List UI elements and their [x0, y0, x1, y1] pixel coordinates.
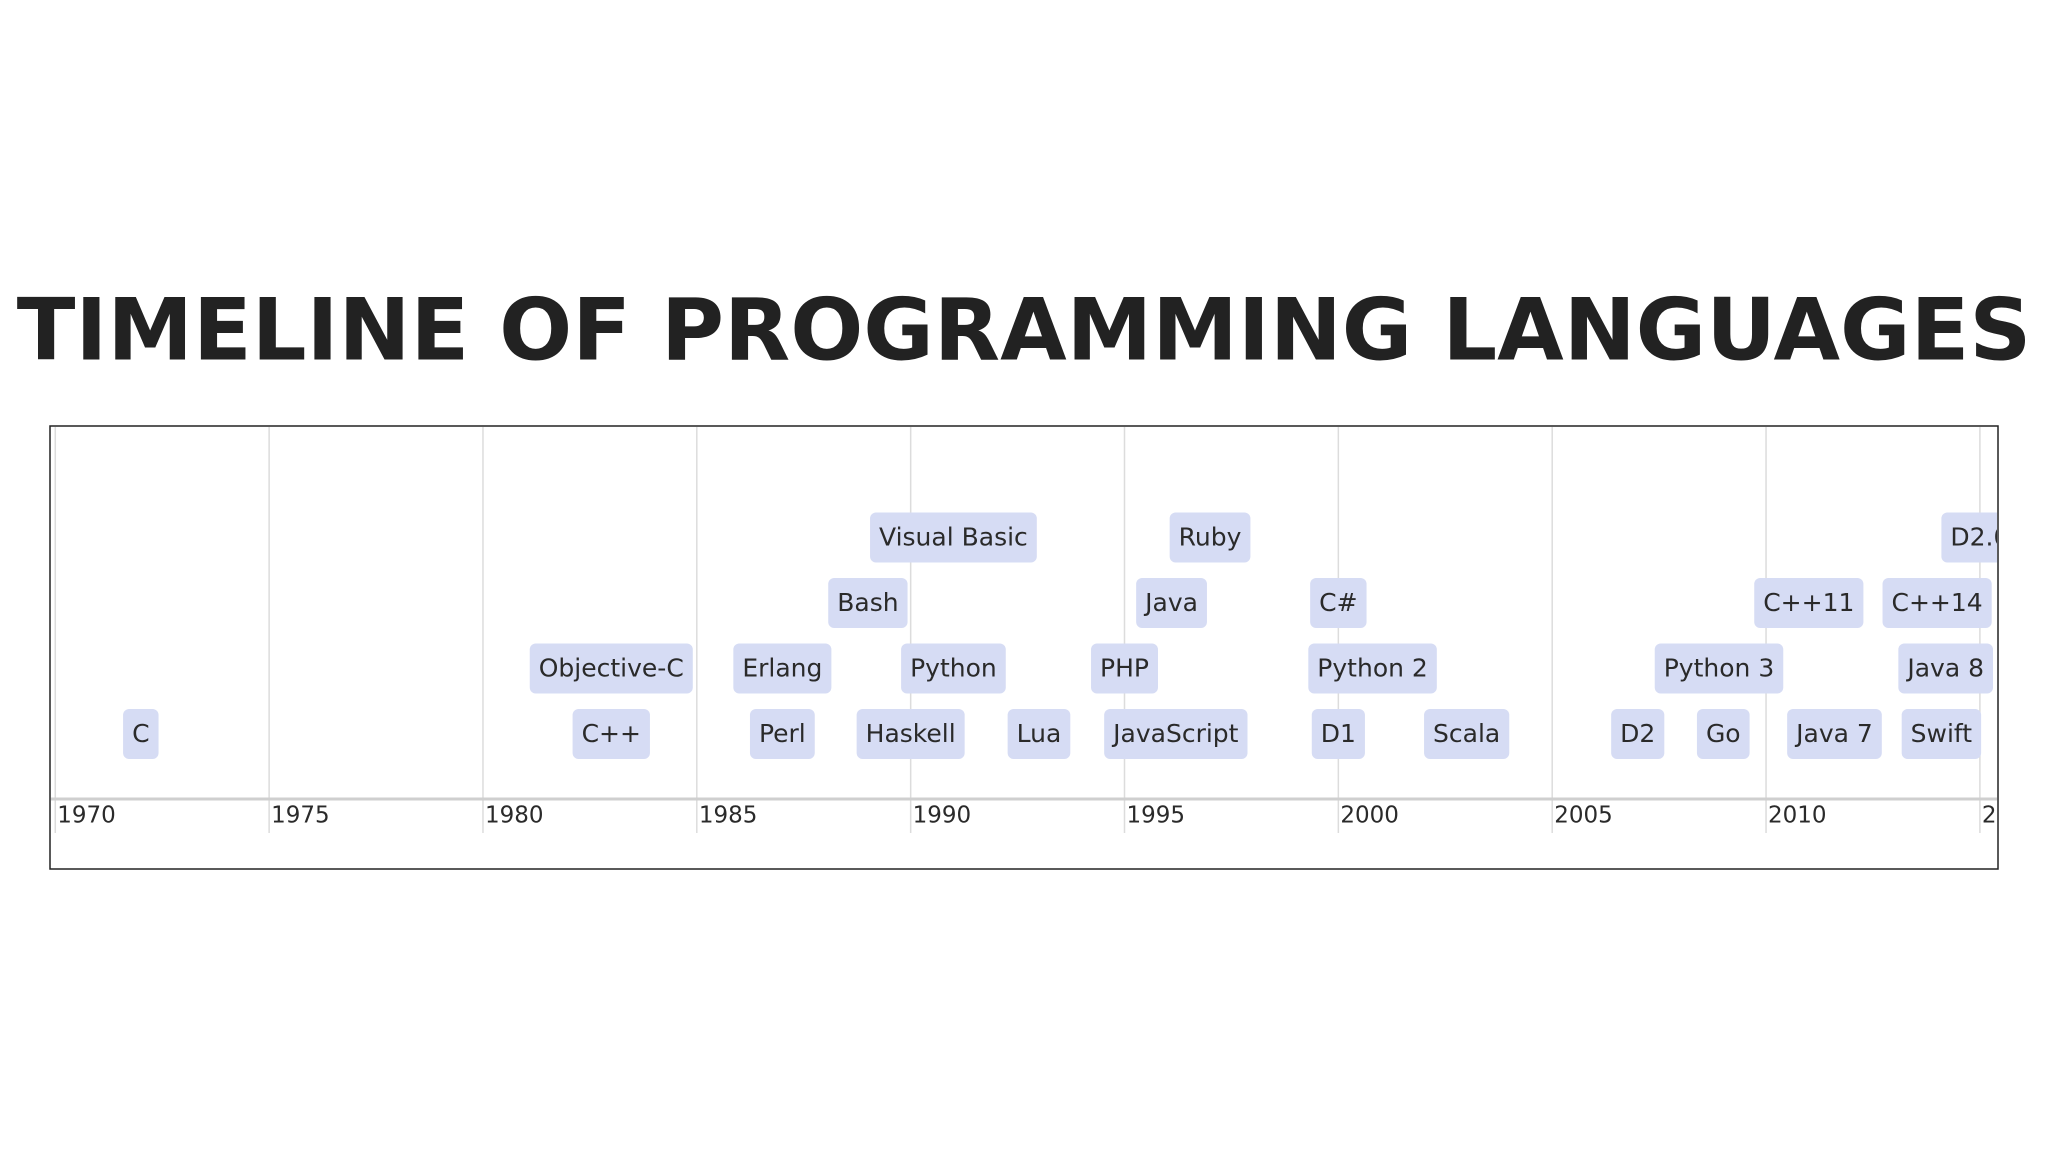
- item-label: Objective-C: [539, 654, 684, 683]
- item-box: [733, 643, 832, 694]
- timeline-item: Java 7: [1787, 709, 1882, 759]
- item-box: [572, 709, 650, 759]
- timeline-item: C++11: [1754, 578, 1864, 628]
- item-label: C#: [1319, 588, 1357, 617]
- item-box: [856, 709, 965, 759]
- item-label: Perl: [759, 719, 806, 748]
- item-label: Go: [1706, 719, 1741, 748]
- timeline-item: Erlang: [733, 643, 832, 694]
- item-box: [1611, 709, 1665, 759]
- item-box: [1941, 512, 1997, 563]
- item-label: Bash: [837, 588, 898, 617]
- x-tick-label: 1980: [485, 803, 544, 829]
- item-label: Visual Basic: [879, 523, 1028, 552]
- title: TIMELINE OF PROGRAMMING LANGUAGES: [17, 280, 2032, 380]
- item-box: [1308, 643, 1437, 694]
- item-box: [529, 643, 693, 694]
- item-box: [1310, 578, 1367, 628]
- item-box: [1654, 643, 1784, 694]
- item-box: [1169, 512, 1251, 563]
- timeline-item: Swift: [1901, 709, 1982, 759]
- item-label: Erlang: [742, 654, 822, 683]
- timeline-item: C++14: [1882, 578, 1992, 628]
- timeline-item: Java: [1136, 578, 1207, 628]
- item-label: Haskell: [866, 719, 956, 748]
- item-box: [1901, 709, 1982, 759]
- timeline-item: Go: [1696, 709, 1750, 759]
- x-tick-label: 2015: [1982, 803, 2041, 829]
- x-tick-label: 1970: [57, 803, 116, 829]
- item-box: [749, 709, 815, 759]
- timeline-item: C++: [572, 709, 650, 759]
- timeline-item: Ruby: [1169, 512, 1251, 563]
- timeline: 1970 1975 1980 1985 1990 1995 2000 2005 2010 2015…: [51, 427, 2041, 833]
- x-tick-label: 1995: [1127, 803, 1186, 829]
- item-label: Swift: [1911, 719, 1973, 748]
- item-box: [1898, 643, 1994, 694]
- timeline-item: D2.0: [1941, 512, 2009, 563]
- timeline-item: Bash: [828, 578, 908, 628]
- timeline-item: Python 2: [1308, 643, 1437, 694]
- item-label: Java 8: [1905, 654, 1984, 683]
- item-label: D1: [1321, 719, 1356, 748]
- item-label: D2: [1620, 719, 1655, 748]
- timeline-item: Perl: [749, 709, 815, 759]
- item-box: [1311, 709, 1365, 759]
- x-tick-label: 1985: [699, 803, 758, 829]
- item-box: [870, 512, 1037, 563]
- x-tick-label: 1990: [913, 803, 972, 829]
- timeline-item: PHP: [1091, 643, 1158, 694]
- item-box: [123, 709, 159, 759]
- timeline-item: Java 8: [1898, 643, 1994, 694]
- item-label: Java: [1143, 588, 1198, 617]
- timeline-item: Visual Basic: [870, 512, 1037, 563]
- timeline-item: Haskell: [856, 709, 965, 759]
- timeline-item: Objective-C: [529, 643, 693, 694]
- item-box: [828, 578, 908, 628]
- item-box: [1104, 709, 1248, 759]
- item-box: [1136, 578, 1207, 628]
- x-tick-label: 1975: [271, 803, 330, 829]
- item-label: C++11: [1763, 588, 1854, 617]
- item-label: C++: [582, 719, 641, 748]
- item-box: [1007, 709, 1071, 759]
- item-label: Python 2: [1317, 654, 1428, 683]
- item-label: D2.0: [1950, 523, 2009, 552]
- item-box: [1787, 709, 1882, 759]
- item-label: Python: [910, 654, 997, 683]
- item-box: [901, 643, 1006, 694]
- item-box: [1696, 709, 1750, 759]
- timeline-item: Python 3: [1654, 643, 1784, 694]
- item-box: [1424, 709, 1510, 759]
- item-box: [1754, 578, 1864, 628]
- timeline-item: C: [123, 709, 159, 759]
- timeline-item: JavaScript: [1104, 709, 1248, 759]
- x-tick-label: 2000: [1340, 803, 1399, 829]
- item-label: C: [132, 719, 149, 748]
- item-label: Ruby: [1179, 523, 1242, 552]
- timeline-item: D2: [1611, 709, 1665, 759]
- x-tick-label: 2005: [1554, 803, 1613, 829]
- x-tick-label: 2010: [1768, 803, 1827, 829]
- item-label: C++14: [1892, 588, 1983, 617]
- timeline-item: C#: [1310, 578, 1367, 628]
- item-label: Lua: [1017, 719, 1062, 748]
- timeline-item: Lua: [1007, 709, 1071, 759]
- item-label: Python 3: [1664, 654, 1775, 683]
- item-label: Scala: [1433, 719, 1500, 748]
- timeline-item: Scala: [1424, 709, 1510, 759]
- item-box: [1091, 643, 1158, 694]
- item-label: Java 7: [1794, 719, 1873, 748]
- item-box: [1882, 578, 1992, 628]
- timeline-item: Python: [901, 643, 1006, 694]
- item-label: PHP: [1100, 654, 1149, 683]
- item-label: JavaScript: [1111, 719, 1239, 748]
- timeline-item: D1: [1311, 709, 1365, 759]
